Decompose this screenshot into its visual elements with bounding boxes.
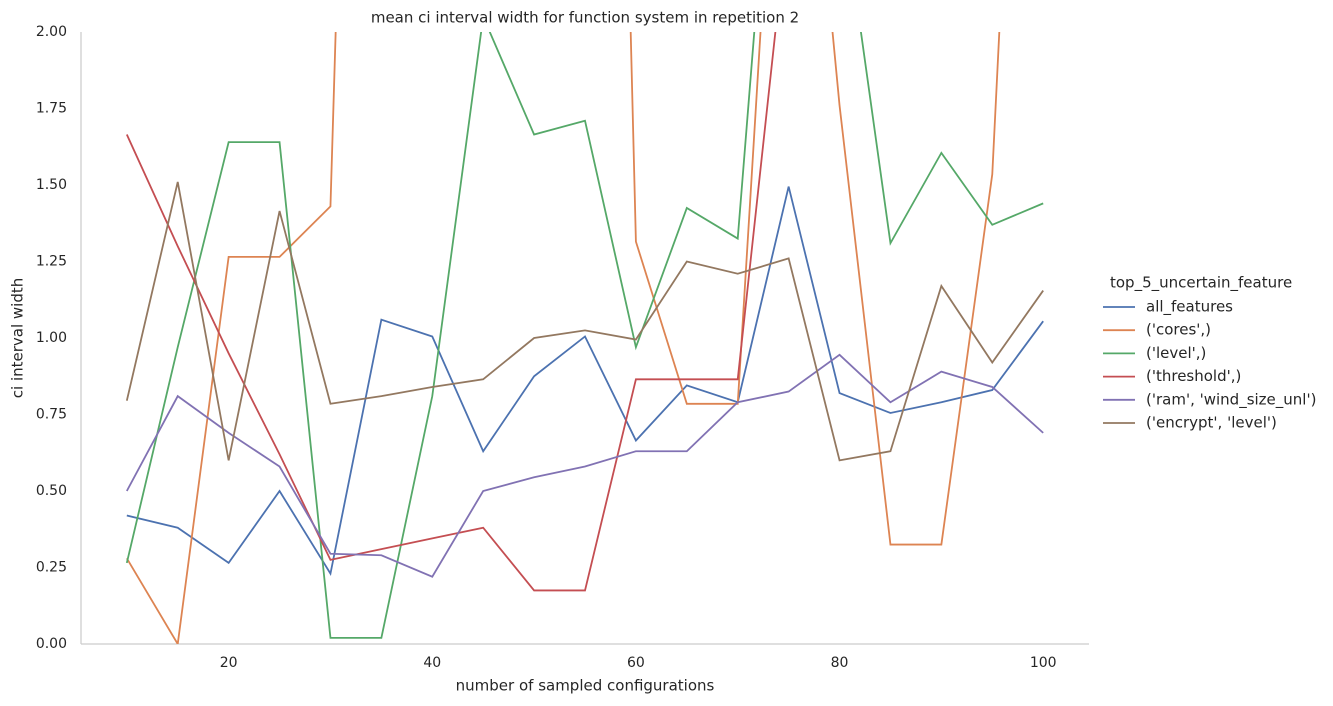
x-tick-label: 100 — [1030, 655, 1057, 671]
y-tick-label: 0.25 — [36, 560, 67, 576]
y-axis-label: ci interval width — [9, 278, 27, 398]
series-line — [126, 32, 1001, 644]
y-tick-label: 0.00 — [36, 636, 67, 652]
y-tick-label: 0.50 — [36, 483, 67, 499]
x-tick-label: 60 — [627, 655, 645, 671]
legend-label: ('threshold',) — [1146, 367, 1241, 385]
plot-area — [125, 32, 1044, 644]
chart-title: mean ci interval width for function syst… — [371, 9, 799, 27]
y-tick-label: 1.50 — [36, 177, 67, 193]
x-tick-label: 80 — [831, 655, 849, 671]
y-tick-label: 2.00 — [36, 24, 67, 40]
x-tick-label: 20 — [220, 655, 238, 671]
series-line — [125, 32, 1044, 639]
legend-label: ('encrypt', 'level') — [1146, 414, 1277, 432]
legend-label: all_features — [1146, 298, 1233, 317]
x-axis-label: number of sampled configurations — [456, 677, 715, 695]
y-tick-label: 1.25 — [36, 254, 67, 270]
y-tick-label: 0.75 — [36, 407, 67, 423]
y-tick-label: 1.00 — [36, 330, 67, 346]
y-tick-label: 1.75 — [36, 101, 67, 117]
legend-label: ('level',) — [1146, 344, 1206, 362]
series-line — [126, 186, 1044, 577]
series-line — [125, 181, 1044, 462]
series-line — [126, 353, 1044, 578]
legend-title: top_5_uncertain_feature — [1110, 274, 1292, 293]
legend-label: ('ram', 'wind_size_unl') — [1146, 390, 1316, 409]
series-line — [125, 32, 777, 592]
x-tick-label: 40 — [423, 655, 441, 671]
legend-label: ('cores',) — [1146, 321, 1211, 339]
